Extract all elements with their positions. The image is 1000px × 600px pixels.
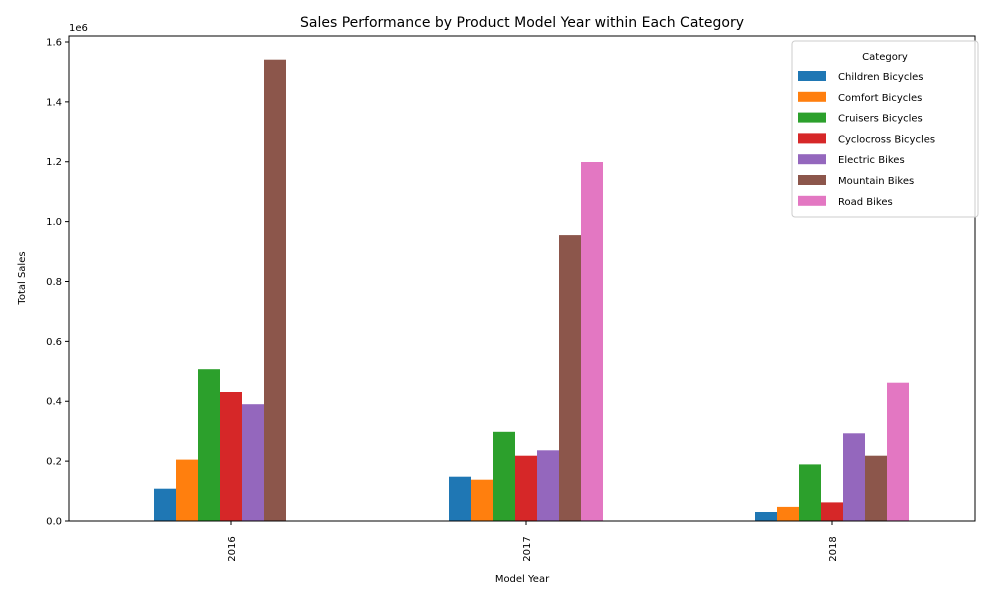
bar-comfort-bicycles-2017 xyxy=(471,479,493,521)
y-tick-label: 1.4 xyxy=(46,97,62,108)
plot-frame xyxy=(68,35,976,522)
bar-cyclocross-bicycles-2018 xyxy=(821,502,843,521)
x-axis-label: Model Year xyxy=(495,574,550,585)
legend-title: Category xyxy=(862,52,908,63)
y-tick-label: 1.0 xyxy=(46,217,62,228)
bar-children-bicycles-2017 xyxy=(449,476,471,521)
y-tick-label: 0.8 xyxy=(46,277,62,288)
y-axis-ticks: 0.0 0.2 0.4 0.6 0.8 1.0 1.2 1.4 1.6 xyxy=(46,37,69,528)
bar-cruisers-bicycles-2017 xyxy=(493,431,515,521)
bar-electric-bikes-2017 xyxy=(537,450,559,521)
bar-mountain-bikes-2018 xyxy=(865,455,887,521)
y-axis-label: Total Sales xyxy=(17,251,28,305)
bar-road-bikes-2017 xyxy=(581,162,603,521)
y-tick-label: 0.2 xyxy=(46,457,62,468)
bar-comfort-bicycles-2016 xyxy=(176,459,198,521)
legend-label: Road Bikes xyxy=(838,197,893,208)
y-tick-label: 1.2 xyxy=(46,157,62,168)
legend-label: Comfort Bicycles xyxy=(838,93,922,104)
bar-cruisers-bicycles-2018 xyxy=(799,464,821,521)
x-tick-label: 2018 xyxy=(828,536,839,561)
bar-comfort-bicycles-2018 xyxy=(777,506,799,521)
y-tick-label: 1.6 xyxy=(46,37,62,48)
legend-label: Cruisers Bicycles xyxy=(838,114,923,125)
legend-label: Cyclocross Bicycles xyxy=(838,134,935,145)
bar-children-bicycles-2018 xyxy=(755,512,777,521)
bar-electric-bikes-2016 xyxy=(242,404,264,521)
legend: Category Children Bicycles Comfort Bicycl… xyxy=(791,40,979,218)
bar-children-bicycles-2016 xyxy=(154,488,176,521)
x-tick-label: 2017 xyxy=(522,536,533,561)
legend-swatch xyxy=(798,195,826,206)
bar-electric-bikes-2018 xyxy=(843,433,865,521)
legend-swatch xyxy=(798,71,826,81)
legend-items: Children Bicycles Comfort Bicycles Cruiser… xyxy=(798,71,935,208)
legend-swatch xyxy=(798,112,826,123)
bar-mountain-bikes-2016 xyxy=(264,59,286,521)
legend-label: Electric Bikes xyxy=(838,155,905,166)
chart-title: Sales Performance by Product Model Year … xyxy=(300,15,744,31)
y-tick-label: 0.6 xyxy=(46,337,62,348)
y-tick-label: 0.0 xyxy=(46,517,62,528)
bar-mountain-bikes-2017 xyxy=(559,235,581,521)
legend-swatch xyxy=(798,91,826,102)
legend-swatch xyxy=(798,175,826,185)
bar-road-bikes-2018 xyxy=(887,382,909,521)
x-tick-label: 2016 xyxy=(227,536,238,561)
bar-cyclocross-bicycles-2017 xyxy=(515,455,537,521)
bars-layer xyxy=(154,59,909,521)
legend-swatch xyxy=(798,154,826,165)
y-multiplier-label: 1e6 xyxy=(69,23,88,34)
legend-label: Children Bicycles xyxy=(838,72,923,83)
legend-label: Mountain Bikes xyxy=(838,176,914,187)
y-tick-label: 0.4 xyxy=(46,397,62,408)
bar-cruisers-bicycles-2016 xyxy=(198,369,220,521)
legend-swatch xyxy=(798,133,826,144)
bar-cyclocross-bicycles-2016 xyxy=(220,392,242,521)
legend-box xyxy=(791,40,979,218)
x-axis-ticks: 2016 2017 2018 xyxy=(227,521,839,562)
